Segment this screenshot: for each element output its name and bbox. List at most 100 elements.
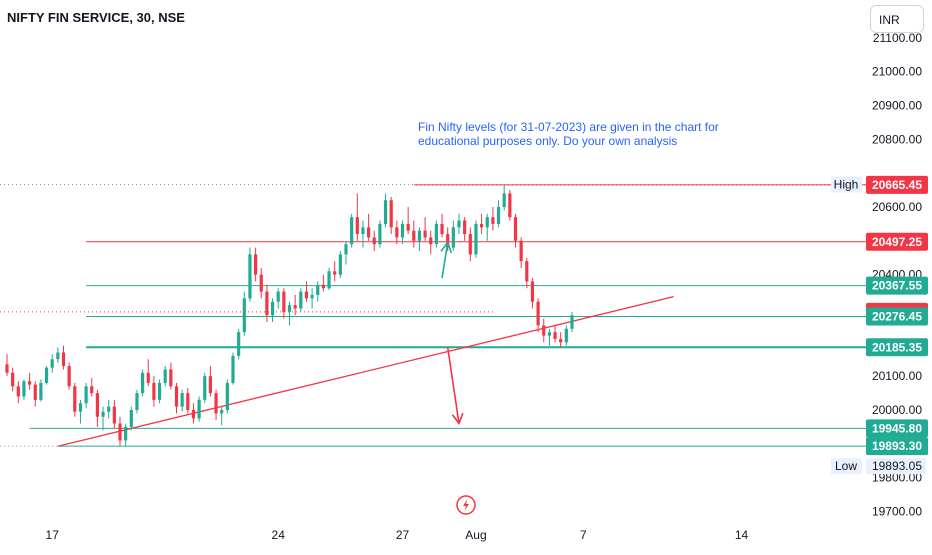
candle-body (383, 200, 388, 224)
candle-body (553, 332, 557, 339)
candle-body (434, 223, 438, 245)
level-tag (866, 232, 928, 251)
candle-body (174, 386, 179, 407)
up-arrow-head (440, 240, 453, 254)
y-tick-label: 20600.00 (872, 200, 922, 214)
candle-body (84, 386, 88, 404)
level-tag (866, 338, 928, 357)
candle-body (50, 359, 54, 368)
candle-body (496, 207, 501, 224)
candle-body (203, 376, 207, 400)
candle-body (186, 393, 190, 410)
candle-body (231, 355, 235, 383)
candle-body (287, 305, 292, 312)
lightning-icon[interactable] (456, 495, 476, 515)
candle-body (310, 294, 314, 299)
candle-body (304, 291, 309, 299)
candle-body (536, 301, 540, 326)
candle-body (519, 240, 523, 262)
low-value-label: 19893.05 (872, 459, 922, 473)
y-tick-label: 21100.00 (873, 31, 922, 45)
candle-body (276, 291, 280, 302)
candle-body (101, 411, 105, 417)
candle-body (135, 393, 139, 410)
high-label: High (834, 177, 859, 191)
x-tick-label: 27 (396, 528, 410, 542)
candle-body (463, 220, 467, 235)
candle-body (389, 200, 393, 228)
low-label: Low (835, 459, 857, 473)
candle-body (570, 315, 574, 329)
candle-body (502, 193, 506, 207)
candle-body (39, 382, 43, 400)
candle-body (112, 406, 116, 424)
candle-body (282, 291, 286, 312)
x-tick-label: 14 (735, 528, 749, 542)
candle-body (457, 220, 461, 228)
candle-body (530, 281, 535, 302)
candle-body (440, 223, 444, 235)
candle-body (163, 369, 167, 383)
level-tag (866, 307, 928, 326)
candle-body (559, 338, 563, 343)
candle-body (225, 382, 229, 410)
y-tick-label: 20000.00 (872, 403, 922, 417)
candle-body (270, 301, 275, 316)
chart-annotation-note: Fin Nifty levels (for 31-07-2023) are gi… (418, 120, 719, 148)
x-tick-label: 7 (580, 528, 587, 542)
lightning-icon-bolt (463, 499, 469, 511)
candle-body (95, 393, 99, 417)
candle-body (61, 352, 66, 367)
candle-body (355, 217, 359, 235)
candle-body (525, 261, 529, 282)
candle-body (417, 230, 422, 241)
symbol-title: NIFTY FIN SERVICE, 30, NSE (7, 10, 185, 25)
candle-body (78, 403, 83, 412)
candle-body (299, 291, 303, 309)
candle-body (22, 381, 26, 397)
candle-body (491, 217, 495, 224)
candle-body (429, 237, 433, 245)
candle-body (513, 217, 518, 241)
currency-button[interactable]: INR (870, 5, 924, 33)
y-tick-label: 21000.00 (872, 65, 922, 79)
down-arrow-head (451, 412, 464, 426)
level-tag (866, 419, 928, 438)
level-tag-label: 19945.80 (872, 421, 922, 435)
trendline (57, 296, 674, 447)
candle-body (423, 230, 427, 238)
x-tick-label: 24 (272, 528, 286, 542)
candle-body (361, 227, 365, 235)
low-value-box (866, 458, 926, 475)
candle-body (344, 244, 348, 255)
candle-body (146, 372, 150, 383)
level-tag-label: 20665.45 (872, 178, 922, 192)
candle-body (400, 223, 405, 238)
candle-body (547, 332, 551, 336)
y-tick-label: 19700.00 (872, 505, 922, 519)
candle-body (242, 298, 246, 333)
candle-body (152, 382, 156, 400)
candle-body (508, 193, 512, 218)
candle-body (378, 223, 382, 245)
down-arrow-shaft (446, 347, 460, 424)
x-tick-label: Aug (465, 528, 486, 542)
candle-body (157, 382, 162, 400)
candle-body (141, 372, 145, 394)
candle-body (474, 223, 478, 255)
candle-body (28, 381, 32, 385)
candle-body (197, 399, 201, 419)
candle-body (180, 393, 184, 407)
candle-body (293, 305, 297, 309)
candle-body (446, 234, 450, 248)
candle-body (333, 271, 337, 275)
y-tick-label: 20800.00 (872, 132, 922, 146)
candle-body (56, 352, 60, 360)
candle-body (220, 410, 224, 414)
level-tag-label: 20276.45 (872, 309, 922, 323)
candle-body (451, 227, 455, 248)
candle-body (395, 227, 399, 238)
candle-body (265, 291, 269, 316)
